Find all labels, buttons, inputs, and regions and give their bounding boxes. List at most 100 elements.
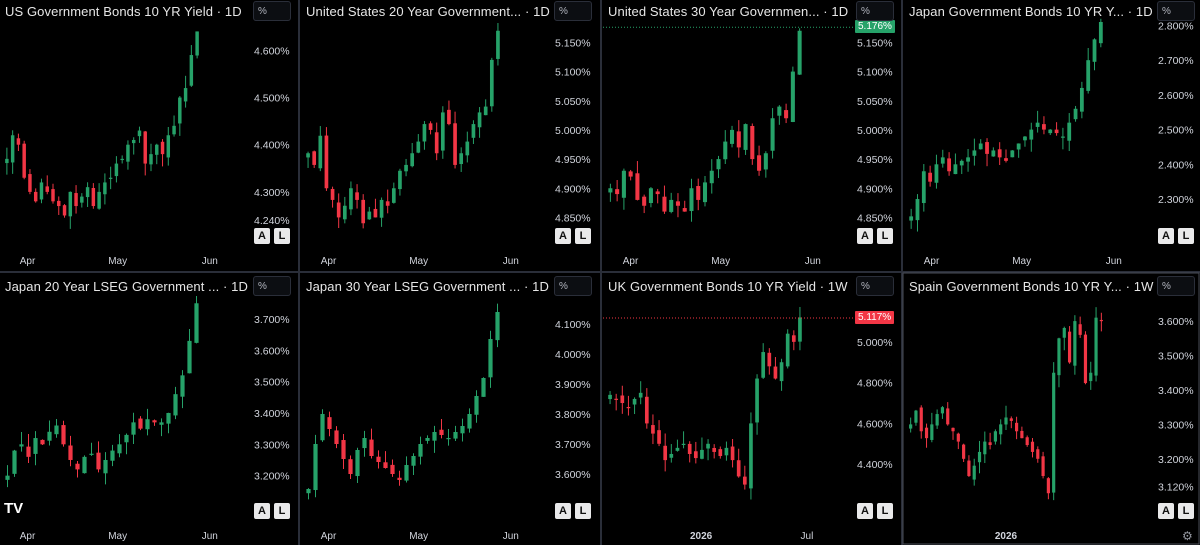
log-scale-button[interactable]: L [1178,228,1194,244]
candle [1057,337,1061,388]
candle [10,130,15,174]
candle [306,488,311,500]
candle [798,306,802,351]
candle [80,193,84,208]
candle [700,437,704,460]
unit-toggle-button[interactable]: % [1157,276,1195,296]
x-tick-label: Jun [202,531,218,542]
candle [1029,122,1034,152]
chart-panel[interactable]: 5.150% 5.100% 5.050% 5.000% 4.950% 4.900% 4.85… [301,0,599,270]
x-tick-label: Jul [801,531,814,542]
candle [28,169,32,195]
candle [956,432,960,450]
chart-plot[interactable]: 5.150% 5.100% 5.050% 5.000% 4.950% 4.900% 4.85… [603,0,901,270]
unit-toggle-button[interactable]: % [554,1,592,21]
auto-scale-button[interactable]: A [1158,228,1174,244]
y-tick-label: 3.500% [254,377,290,389]
settings-gear-icon[interactable]: ⚙ [1182,529,1193,543]
candle [474,390,479,423]
auto-scale-button[interactable]: A [555,503,571,519]
x-tick-label: Apr [623,256,639,267]
chart-title: Japan 20 Year LSEG Government ... · 1D [5,279,248,294]
chart-panel[interactable]: 5.150% 5.100% 5.050% 5.000% 4.950% 4.900% 4.85… [603,0,901,270]
log-scale-button[interactable]: L [274,503,290,519]
auto-scale-button[interactable]: A [857,228,873,244]
candle [143,130,147,176]
candle [1030,437,1035,458]
log-scale-button[interactable]: L [1178,503,1194,519]
chart-plot[interactable]: 2.800% 2.700% 2.600% 2.500% 2.400% 2.300% Apr M… [904,0,1200,270]
y-tick-label: 3.400% [254,408,290,420]
chart-plot[interactable]: 4.600% 4.500% 4.400% 4.300% 4.240% Apr May Jun [0,0,298,270]
candle [953,153,958,175]
candle [951,427,955,440]
candle [411,453,416,476]
y-tick-label: 2.800% [1158,20,1194,32]
candle [663,433,668,472]
log-scale-button[interactable]: L [575,503,591,519]
candle [434,122,439,161]
chart-title: Japan 30 Year LSEG Government ... · 1D [306,279,549,294]
chart-panel[interactable]: 4.600% 4.500% 4.400% 4.300% 4.240% Apr May Jun U… [0,0,298,270]
chart-panel[interactable]: 5.000% 4.800% 4.600% 4.400% 2026 Jul 5.117% UK … [603,275,901,545]
candle [669,444,674,463]
chart-plot[interactable]: 4.100% 4.000% 3.900% 3.800% 3.700% 3.600% Apr M… [301,275,599,545]
candle [108,166,113,190]
candle [320,409,325,442]
candle [723,130,728,164]
chart-plot[interactable]: 3.600% 3.500% 3.400% 3.300% 3.200% 3.120% 2026 [904,275,1200,545]
candle [26,434,31,463]
x-tick-label: Apr [321,256,337,267]
candle [757,145,762,176]
candle [120,155,124,164]
chart-panel[interactable]: 4.100% 4.000% 3.900% 3.800% 3.700% 3.600% Apr M… [301,275,599,545]
auto-scale-button[interactable]: A [254,228,270,244]
candle [68,191,73,229]
candle [404,158,408,177]
unit-toggle-button[interactable]: % [1157,1,1195,21]
auto-scale-button[interactable]: A [1158,503,1174,519]
auto-scale-button[interactable]: A [857,503,873,519]
log-scale-button[interactable]: L [274,228,290,244]
candle [750,123,755,165]
candle [495,303,500,348]
unit-toggle-button[interactable]: % [253,276,291,296]
y-tick-label: 5.000% [857,125,893,137]
x-tick-label: Apr [321,531,337,542]
y-tick-label: 4.400% [254,140,290,152]
candle [632,397,637,415]
candle [689,178,694,222]
candle [483,99,488,116]
log-scale-button[interactable]: L [575,228,591,244]
chart-plot[interactable]: 3.700% 3.600% 3.500% 3.400% 3.300% 3.200% Apr M… [0,275,298,545]
candle [928,165,933,187]
unit-toggle-button[interactable]: % [856,276,894,296]
log-scale-button[interactable]: L [877,228,893,244]
x-tick-label: May [409,256,428,267]
candle [1067,326,1072,364]
candle [85,182,90,207]
chart-panel[interactable]: 3.700% 3.600% 3.500% 3.400% 3.300% 3.200% Apr M… [0,275,298,545]
candle [376,450,381,469]
chart-panel[interactable]: 2.800% 2.700% 2.600% 2.500% 2.400% 2.300% Apr M… [904,0,1200,270]
unit-toggle-button[interactable]: % [554,276,592,296]
candle [373,198,378,218]
unit-toggle-button[interactable]: % [253,1,291,21]
y-tick-label: 3.400% [1158,385,1194,397]
candle [962,443,966,462]
candle [1062,326,1066,351]
candle [621,168,626,210]
log-scale-button[interactable]: L [877,503,893,519]
auto-scale-button[interactable]: A [254,503,270,519]
candle [935,409,939,429]
auto-scale-button[interactable]: A [555,228,571,244]
chart-plot[interactable]: 5.000% 4.800% 4.600% 4.400% 2026 Jul [603,275,901,545]
chart-panel[interactable]: 3.600% 3.500% 3.400% 3.300% 3.200% 3.120% 2026… [904,275,1200,545]
candle [767,348,772,375]
candle [422,121,427,150]
candle [985,138,989,167]
x-tick-label: 2026 [690,531,713,542]
candle [159,418,164,437]
chart-plot[interactable]: 5.150% 5.100% 5.050% 5.000% 4.950% 4.900% 4.85… [301,0,599,270]
unit-toggle-button[interactable]: % [856,1,894,21]
